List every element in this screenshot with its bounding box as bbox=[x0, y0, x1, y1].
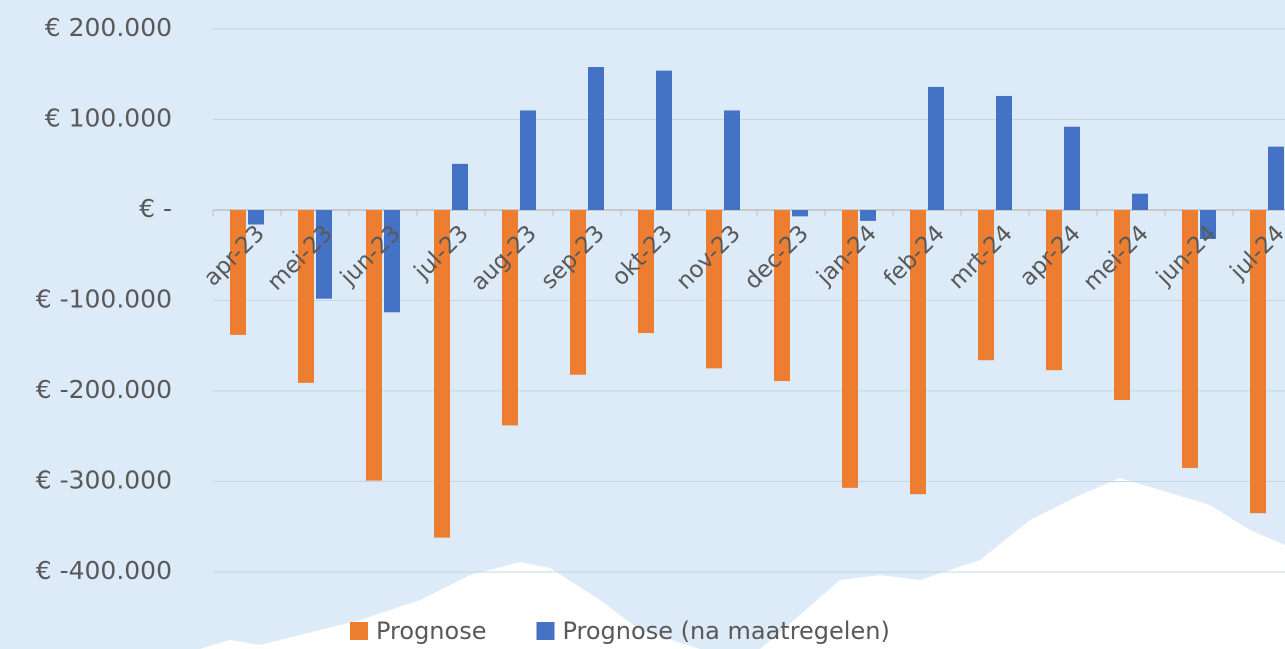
bar bbox=[452, 164, 468, 210]
bar bbox=[1268, 147, 1284, 210]
legend-label: Prognose bbox=[376, 617, 486, 645]
bar bbox=[996, 96, 1012, 210]
legend-swatch bbox=[536, 622, 554, 640]
y-tick-label: € 100.000 bbox=[45, 104, 172, 133]
y-tick-label: € 200.000 bbox=[45, 13, 172, 42]
bar bbox=[656, 71, 672, 210]
bar bbox=[588, 67, 604, 210]
y-tick-label: € -300.000 bbox=[36, 466, 172, 495]
bar bbox=[724, 110, 740, 210]
y-tick-label: € - bbox=[139, 194, 172, 223]
chart: € 200.000 € 100.000 € - € -100.000 € -200.00… bbox=[0, 0, 1285, 649]
legend-swatch bbox=[350, 622, 368, 640]
bar bbox=[520, 110, 536, 210]
bar bbox=[928, 87, 944, 210]
bar bbox=[1132, 194, 1148, 210]
bar bbox=[860, 210, 876, 221]
y-tick-label: € -200.000 bbox=[36, 375, 172, 404]
y-tick-label: € -400.000 bbox=[36, 556, 172, 585]
y-tick-label: € -100.000 bbox=[36, 285, 172, 314]
legend-label: Prognose (na maatregelen) bbox=[562, 617, 889, 645]
bar bbox=[792, 210, 808, 216]
bar bbox=[1064, 127, 1080, 210]
